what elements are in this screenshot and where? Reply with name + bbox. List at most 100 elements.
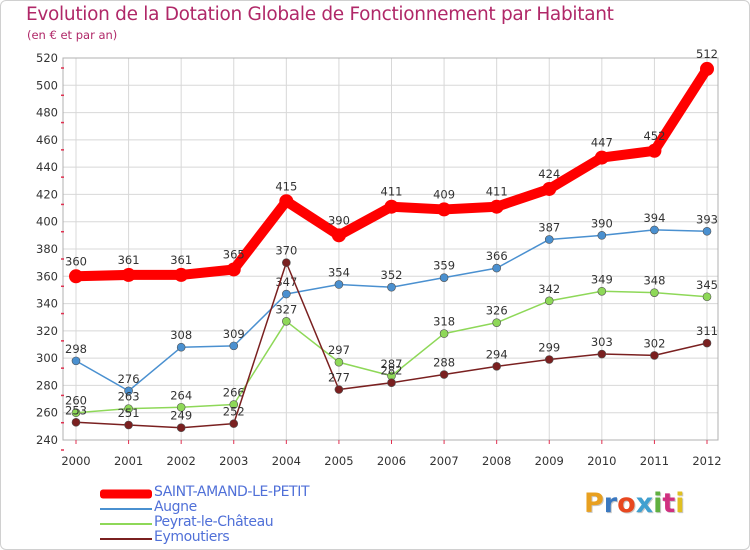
- data-point: [282, 258, 291, 267]
- x-tick-label: 2008: [482, 454, 511, 468]
- data-point: [226, 262, 241, 277]
- data-label: 411: [486, 185, 508, 199]
- data-point: [597, 231, 607, 240]
- data-label: 366: [486, 249, 508, 263]
- data-label: 276: [118, 372, 140, 386]
- data-label: 349: [591, 272, 613, 286]
- data-label: 370: [275, 244, 297, 258]
- data-label: 352: [381, 268, 403, 282]
- data-point: [492, 362, 501, 371]
- data-point: [492, 318, 501, 327]
- data-point: [334, 385, 344, 394]
- logo-letter: i: [653, 488, 663, 519]
- legend-swatch-peyrat: [100, 522, 152, 525]
- logo-letter: x: [635, 488, 654, 519]
- proxiti-logo[interactable]: Proxiti: [584, 488, 685, 519]
- data-label: 415: [275, 179, 297, 193]
- data-label: 287: [381, 357, 403, 371]
- data-label: 394: [643, 211, 665, 225]
- data-point: [439, 273, 449, 282]
- data-point: [597, 286, 607, 296]
- data-label: 512: [696, 47, 718, 61]
- y-tick-label: 480: [36, 106, 58, 120]
- data-point: [544, 296, 554, 306]
- data-label: 277: [328, 371, 350, 385]
- x-tick-label: 2010: [587, 454, 616, 468]
- data-label: 282: [381, 364, 403, 378]
- data-point: [647, 143, 662, 158]
- data-label: 294: [486, 347, 508, 361]
- plot-border: [62, 57, 719, 441]
- data-label: 390: [328, 213, 350, 227]
- x-tick-label: 2011: [640, 454, 669, 468]
- data-label: 390: [591, 216, 613, 230]
- data-point: [331, 228, 346, 243]
- logo-letter: P: [584, 488, 604, 519]
- data-label: 299: [538, 341, 560, 355]
- data-point: [334, 357, 344, 367]
- x-tick-label: 2003: [219, 454, 248, 468]
- data-point: [387, 282, 396, 292]
- data-label: 447: [591, 136, 613, 150]
- chart-subtitle: (en € et par an): [27, 28, 118, 42]
- y-tick-label: 300: [36, 351, 58, 365]
- y-tick-label: 240: [36, 433, 58, 447]
- x-tick-label: 2007: [429, 454, 458, 468]
- data-label: 326: [486, 304, 508, 318]
- data-point: [176, 342, 186, 352]
- data-label: 452: [643, 129, 665, 143]
- data-label: 409: [433, 187, 455, 201]
- x-tick-label: 2009: [535, 454, 564, 468]
- legend-label-augne: Augne: [154, 499, 197, 515]
- data-point: [71, 408, 81, 418]
- data-label: 387: [538, 220, 560, 234]
- y-tick-label: 500: [36, 78, 58, 92]
- legend-swatch-saint-amand: [100, 489, 152, 498]
- data-point: [124, 386, 133, 396]
- data-label: 263: [118, 390, 140, 404]
- data-label: 249: [170, 409, 192, 423]
- y-tick-label: 360: [36, 269, 58, 283]
- y-tick-label: 260: [36, 406, 58, 420]
- data-label: 360: [65, 254, 87, 268]
- data-label: 348: [643, 274, 665, 288]
- data-point: [597, 349, 607, 359]
- data-label: 302: [643, 336, 665, 350]
- data-point: [437, 202, 452, 217]
- legend-label-eymoutiers: Eymoutiers: [154, 529, 230, 545]
- data-label: 309: [223, 327, 245, 341]
- data-point: [594, 150, 609, 165]
- data-point: [334, 280, 344, 289]
- y-tick-label: 460: [36, 133, 58, 147]
- data-point: [124, 404, 133, 413]
- data-label: 266: [223, 386, 245, 400]
- data-point: [650, 288, 659, 297]
- x-tick-label: 2004: [272, 454, 301, 468]
- data-label: 327: [275, 302, 297, 316]
- x-tick-label: 2006: [377, 454, 406, 468]
- data-point: [229, 341, 239, 351]
- data-label: 318: [433, 315, 455, 329]
- data-point: [71, 356, 81, 366]
- data-point: [229, 419, 239, 428]
- y-tick-label: 340: [36, 297, 58, 311]
- x-tick-label: 2005: [324, 454, 353, 468]
- data-label: 411: [381, 185, 403, 199]
- data-point: [229, 400, 239, 409]
- logo-letter: o: [617, 488, 636, 519]
- data-point: [384, 199, 399, 214]
- data-point: [650, 225, 659, 235]
- data-label: 393: [696, 212, 718, 226]
- y-tick-label: 380: [36, 242, 58, 256]
- data-label: 424: [538, 167, 560, 181]
- data-point: [71, 417, 81, 427]
- data-point: [174, 267, 189, 282]
- y-tick-label: 400: [36, 215, 58, 229]
- data-point: [439, 329, 449, 338]
- data-point: [492, 263, 501, 273]
- data-point: [542, 181, 557, 196]
- data-point: [121, 267, 136, 282]
- x-tick-label: 2001: [114, 454, 143, 468]
- data-label: 361: [118, 253, 140, 267]
- x-tick-label: 2000: [61, 454, 90, 468]
